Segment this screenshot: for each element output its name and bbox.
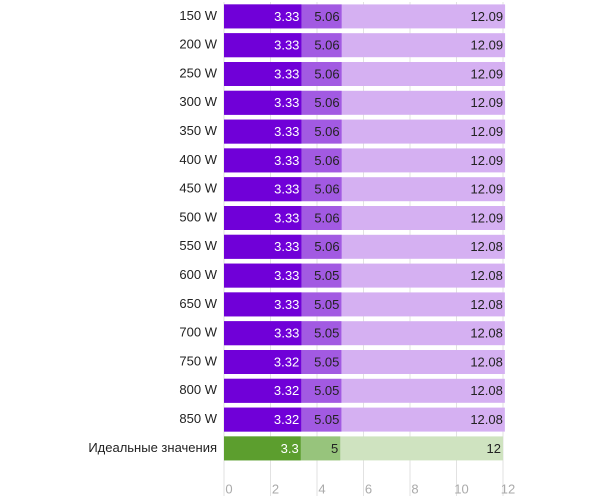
value-label: 3.33 [274,95,299,110]
value-label: 12.09 [471,210,504,225]
bar [224,119,302,144]
y-tick-label: 650 W [179,296,217,311]
value-label: 3.33 [274,239,299,254]
value-label: 3.3 [281,441,299,456]
value-label: 12.08 [470,354,503,369]
bar [224,4,302,29]
x-tick-label: 6 [365,481,372,496]
value-label: 12.09 [471,182,504,197]
value-label: 5.06 [314,210,339,225]
y-tick-label: 550 W [179,238,217,253]
value-label: 5.06 [314,153,339,168]
value-label: 3.33 [274,153,299,168]
y-tick-label: 700 W [179,325,217,340]
value-label: 5.05 [314,354,339,369]
value-label: 3.32 [274,354,299,369]
value-label: 5.06 [314,38,339,53]
y-tick-label: 150 W [179,8,217,23]
value-label: 5 [331,441,338,456]
value-label: 3.33 [274,268,299,283]
x-tick-label: 2 [272,481,279,496]
y-tick-label: 350 W [179,123,217,138]
bar [224,292,302,317]
value-label: 3.33 [274,66,299,81]
value-label: 12.08 [470,297,503,312]
value-label: 3.33 [274,297,299,312]
value-label: 12.08 [470,326,503,341]
y-tick-label: 450 W [179,181,217,196]
x-tick-label: 4 [318,481,325,496]
x-tick-label: 10 [454,481,468,496]
value-label: 5.05 [314,297,339,312]
bar [224,378,302,403]
value-label: 12.09 [471,153,504,168]
bar [224,90,302,115]
value-label: 3.33 [274,326,299,341]
bar [224,33,302,58]
value-label: 5.06 [314,182,339,197]
y-tick-label: 200 W [179,37,217,52]
value-label: 12.08 [470,383,503,398]
value-label: 5.06 [314,124,339,139]
bar [224,62,302,86]
value-label: 5.06 [314,9,339,24]
value-label: 3.33 [274,210,299,225]
value-label: 5.05 [314,412,339,427]
value-label: 5.05 [314,268,339,283]
y-tick-label: 300 W [179,94,217,109]
value-label: 12.08 [470,239,503,254]
value-label: 5.05 [314,383,339,398]
x-tick-label: 12 [501,481,515,496]
bar [224,263,302,288]
value-label: 3.32 [274,383,299,398]
value-label: 12.08 [470,412,503,427]
y-tick-label: Идеальные значения [88,440,217,455]
bar [224,148,302,173]
value-label: 12 [487,441,501,456]
bar [224,350,302,374]
value-label: 12.09 [471,95,504,110]
y-tick-label: 400 W [179,152,217,167]
value-label: 5.06 [314,66,339,81]
bar [224,436,301,461]
bar [224,407,302,432]
value-label: 3.33 [274,124,299,139]
bar [224,206,302,230]
value-label: 12.09 [471,38,504,53]
bar [224,321,302,346]
value-label: 3.33 [274,182,299,197]
value-label: 5.06 [314,95,339,110]
bar [224,177,302,202]
value-label: 5.05 [314,326,339,341]
x-tick-label: 0 [225,481,232,496]
value-label: 12.09 [471,124,504,139]
value-label: 3.33 [274,38,299,53]
y-tick-label: 600 W [179,267,217,282]
bar [224,234,302,259]
y-tick-label: 800 W [179,382,217,397]
value-label: 5.06 [314,239,339,254]
y-tick-label: 500 W [179,209,217,224]
value-label: 3.33 [274,9,299,24]
value-label: 12.09 [471,9,504,24]
value-label: 12.09 [471,66,504,81]
y-tick-label: 850 W [179,411,217,426]
value-label: 12.08 [470,268,503,283]
y-tick-label: 250 W [179,65,217,80]
x-tick-label: 8 [411,481,418,496]
y-tick-label: 750 W [179,353,217,368]
value-label: 3.32 [274,412,299,427]
